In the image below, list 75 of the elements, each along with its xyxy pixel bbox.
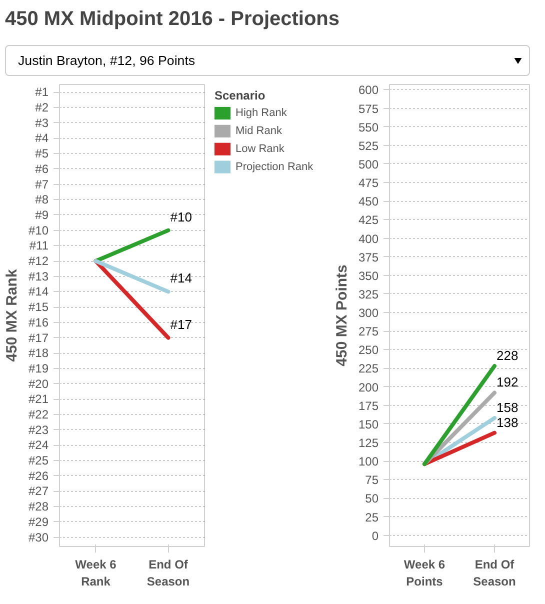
y-tick-label: #16 (28, 315, 49, 330)
y-tick-label: #7 (35, 177, 49, 192)
y-tick-label: 350 (358, 268, 379, 283)
y-tick-label: 300 (358, 306, 379, 320)
y-tick-label: 600 (358, 83, 379, 98)
y-tick-label: 100 (358, 454, 379, 469)
y-tick-label: 250 (358, 343, 379, 358)
chart-title: 450 MX Midpoint 2016 - Projections (5, 7, 340, 32)
legend-title: Scenario (214, 88, 266, 102)
y-axis-title: 450 MX Rank (3, 268, 20, 362)
data-label: 192 (496, 374, 518, 390)
y-tick-label: #30 (28, 530, 49, 544)
legend-label: High Rank (236, 107, 288, 120)
data-label: 228 (496, 348, 518, 364)
y-tick-label: 125 (358, 436, 379, 450)
y-tick-label: 575 (358, 102, 379, 116)
y-tick-label: #29 (28, 514, 49, 529)
y-tick-label: #10 (28, 223, 49, 238)
y-tick-label: #9 (35, 208, 49, 222)
data-label: #14 (170, 270, 192, 286)
y-tick-label: 50 (365, 492, 379, 506)
y-tick-label: 25 (365, 510, 379, 524)
y-tick-label: #4 (35, 131, 49, 146)
y-tick-label: 75 (365, 473, 379, 488)
y-tick-label: 450 (358, 194, 379, 209)
x-tick-label: Week 6 Points (404, 558, 446, 588)
y-tick-label: #6 (35, 162, 49, 176)
data-label: 138 (496, 414, 518, 430)
y-tick-label: #2 (35, 100, 49, 115)
y-tick-label: #25 (28, 454, 49, 468)
y-tick-label: 200 (358, 380, 379, 394)
y-tick-label: 175 (358, 398, 379, 413)
y-tick-label: 275 (358, 324, 379, 339)
y-tick-label: 0 (372, 528, 379, 543)
y-tick-label: #23 (28, 422, 49, 437)
y-tick-label: 525 (358, 138, 379, 153)
y-tick-label: #19 (28, 361, 49, 376)
y-tick-label: #1 (35, 85, 49, 100)
y-axis-title: 450 MX Points (333, 264, 350, 366)
y-tick-label: 425 (358, 213, 379, 228)
y-tick-label: #28 (28, 500, 49, 514)
x-tick-label: Week 6 Rank (75, 558, 117, 588)
y-tick-label: 150 (358, 417, 379, 432)
y-tick-label: #14 (28, 284, 49, 299)
x-tick-label: End Of Season (146, 558, 190, 588)
y-tick-label: #11 (29, 238, 49, 253)
x-tick-label: End Of Season (473, 558, 516, 588)
y-tick-label: #8 (35, 192, 49, 207)
data-label: 158 (496, 400, 518, 415)
y-tick-label: #17 (28, 330, 49, 345)
y-tick-label: 325 (358, 287, 379, 302)
y-tick-label: 400 (358, 232, 379, 246)
y-tick-label: #27 (28, 484, 49, 498)
y-tick-label: #18 (28, 346, 49, 360)
y-tick-label: 225 (358, 362, 379, 376)
y-tick-label: #3 (35, 116, 49, 130)
y-tick-label: 475 (358, 176, 379, 190)
legend-label: Mid Rank (236, 125, 282, 138)
y-tick-label: #15 (28, 300, 49, 314)
y-tick-label: #21 (28, 392, 49, 406)
y-tick-label: 375 (358, 250, 379, 264)
text: Justin Brayton, #12, 96 Points (5, 45, 530, 76)
y-tick-label: #26 (28, 468, 49, 483)
data-label: #10 (170, 209, 192, 224)
data-label: #17 (170, 316, 192, 332)
y-tick-label: 500 (358, 157, 379, 172)
y-tick-label: #20 (28, 376, 49, 391)
y-tick-label: #22 (28, 408, 49, 422)
y-tick-label: #12 (28, 254, 49, 268)
legend-label: Low Rank (236, 143, 285, 156)
y-tick-label: #24 (28, 438, 49, 452)
legend-label: Projection Rank (236, 161, 314, 174)
y-tick-label: 550 (358, 120, 379, 134)
y-tick-label: #13 (28, 269, 49, 284)
y-tick-label: #5 (35, 146, 49, 161)
